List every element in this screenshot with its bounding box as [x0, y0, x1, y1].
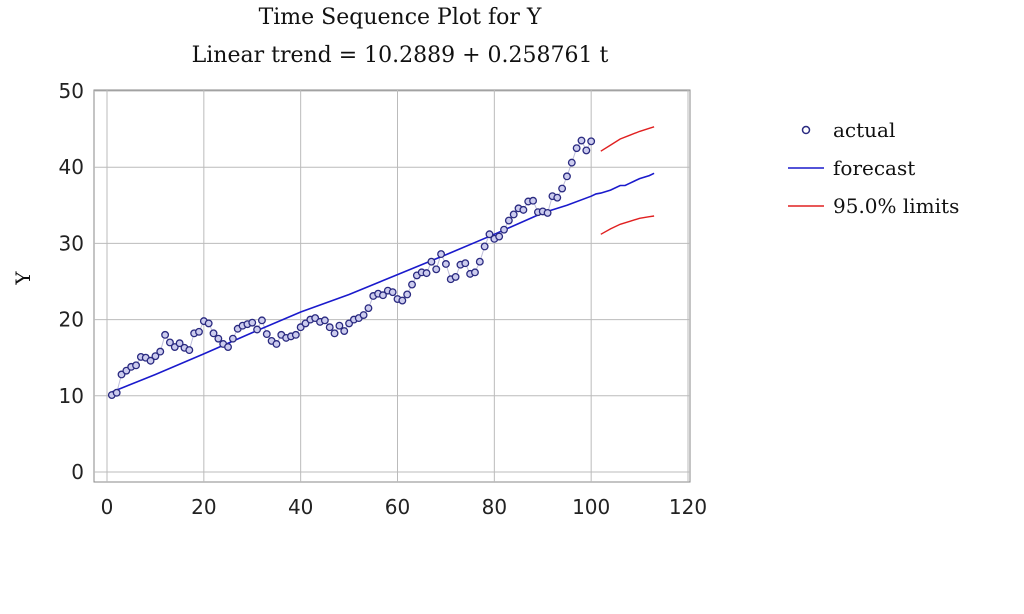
legend-limits-label: 95.0% limits [833, 194, 959, 218]
chart-title: Time Sequence Plot for Y [259, 5, 542, 30]
axis-ticks: 0 20 40 60 80 100 120 0 10 20 30 40 50 [59, 79, 708, 519]
actual-point [504, 216, 513, 225]
actual-point [257, 316, 266, 325]
actual-point [563, 172, 571, 181]
actual-point [461, 259, 470, 268]
actual-point [379, 291, 387, 300]
actual-point [558, 184, 567, 193]
y-tick-label: 0 [71, 460, 84, 484]
actual-point [553, 193, 562, 202]
actual-point [543, 208, 552, 217]
actual-point [495, 232, 504, 241]
legend-actual-marker [801, 125, 811, 135]
actual-point [475, 257, 484, 266]
actual-point [408, 280, 416, 289]
legend-actual-label: actual [833, 118, 895, 142]
actual-point [437, 250, 446, 259]
actual-point [403, 290, 412, 299]
x-tick-label: 120 [669, 495, 707, 519]
actual-point [388, 288, 397, 297]
actual-point [340, 327, 349, 335]
actual-point [185, 346, 194, 355]
y-axis-label: Y [11, 271, 35, 286]
actual-point [165, 338, 174, 347]
actual-point [567, 158, 576, 167]
plot-area [93, 89, 691, 483]
actual-point [422, 269, 431, 278]
y-tick-label: 40 [59, 155, 84, 179]
actual-point [582, 146, 591, 155]
actual-point [471, 268, 479, 277]
x-tick-label: 20 [191, 495, 216, 519]
actual-point [330, 329, 339, 338]
actual-point [209, 329, 218, 338]
x-tick-label: 100 [572, 495, 610, 519]
actual-point [214, 334, 223, 343]
actual-point [146, 356, 155, 365]
actual-point [364, 304, 373, 313]
y-tick-label: 20 [59, 308, 84, 332]
chart-subtitle: Linear trend = 10.2889 + 0.258761 t [192, 43, 609, 68]
actual-point [359, 311, 368, 319]
actual-point [335, 321, 344, 330]
x-tick-label: 40 [288, 495, 313, 519]
actual-point [291, 330, 300, 339]
actual-point [132, 361, 140, 370]
series [107, 126, 655, 399]
y-tick-label: 50 [59, 79, 84, 103]
actual-point [427, 257, 436, 266]
actual-point [156, 347, 165, 356]
actual-point [228, 334, 237, 343]
actual-point [320, 316, 329, 325]
x-tick-label: 80 [482, 495, 507, 519]
actual-point [161, 330, 170, 339]
grid [94, 90, 690, 482]
legend: actual forecast 95.0% limits [788, 118, 959, 218]
limit-line-lower [600, 215, 655, 235]
actual-point [529, 196, 538, 205]
actual-point [577, 136, 586, 145]
forecast-line [111, 172, 655, 393]
actual-point [441, 260, 450, 268]
actual-point [500, 225, 508, 234]
actual-point [509, 210, 518, 219]
actual-point [572, 144, 581, 153]
actual-point [204, 319, 213, 328]
actual-point [587, 137, 596, 146]
actual-point [224, 343, 232, 351]
actual-point [398, 296, 407, 305]
legend-forecast-label: forecast [833, 156, 915, 180]
actual-point [485, 230, 494, 239]
actual-point [253, 325, 262, 334]
actual-point [248, 318, 257, 327]
x-tick-label: 60 [385, 495, 410, 519]
y-tick-label: 30 [59, 231, 84, 255]
actual-point [151, 352, 160, 361]
actual-point [480, 242, 489, 251]
actual-point [451, 272, 460, 281]
actual-point [262, 330, 271, 339]
y-tick-label: 10 [59, 384, 84, 408]
x-tick-label: 0 [101, 495, 114, 519]
actual-point [272, 340, 281, 348]
actual-point [432, 265, 441, 274]
actual-point [325, 323, 334, 332]
actual-point [195, 327, 203, 336]
actual-point [175, 339, 184, 348]
actual-point [519, 205, 528, 214]
limit-line-upper [600, 126, 655, 152]
actual-point [112, 388, 121, 397]
